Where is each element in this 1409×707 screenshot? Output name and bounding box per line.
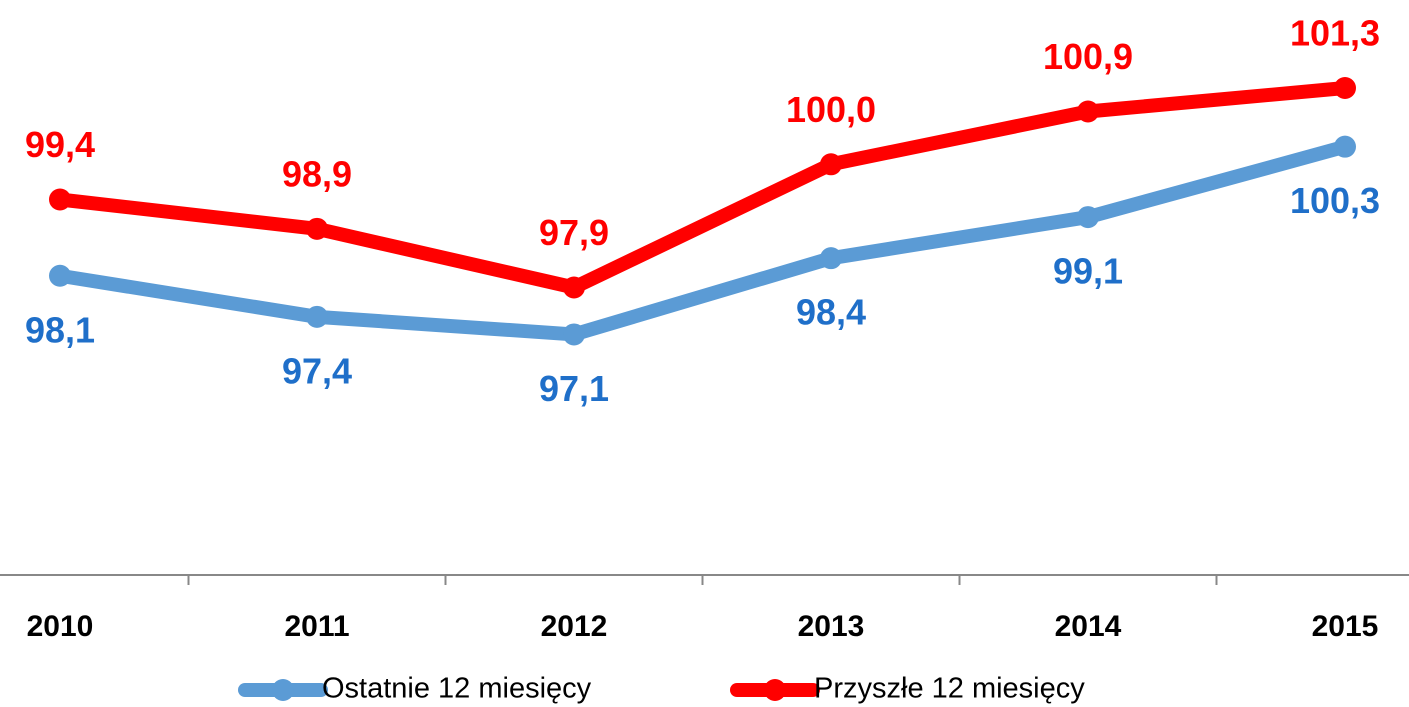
x-tick-label: 2012 (541, 610, 608, 643)
legend-label: Przyszłe 12 miesięcy (814, 673, 1085, 705)
data-label: 99,1 (1053, 251, 1123, 292)
legend-marker (764, 679, 786, 701)
data-point (1077, 100, 1099, 123)
data-label: 98,1 (25, 309, 95, 350)
legend-label: Ostatnie 12 miesięcy (322, 673, 592, 705)
data-point (306, 305, 328, 328)
data-label: 98,4 (796, 292, 866, 333)
data-point (1334, 77, 1356, 100)
x-tick-label: 2013 (798, 610, 865, 643)
data-point (1334, 135, 1356, 158)
data-point (306, 217, 328, 240)
data-point (820, 153, 842, 176)
data-label: 98,9 (282, 153, 352, 194)
x-tick-label: 2011 (284, 610, 349, 643)
data-point (820, 247, 842, 270)
data-label: 100,9 (1043, 36, 1133, 77)
data-point (49, 188, 71, 211)
x-tick-label: 2015 (1312, 610, 1379, 643)
data-label: 97,1 (539, 368, 609, 409)
data-label: 99,4 (25, 124, 95, 165)
data-point (563, 323, 585, 346)
data-label: 97,4 (282, 350, 352, 391)
x-tick-label: 2014 (1055, 610, 1122, 643)
data-point (1077, 206, 1099, 229)
series-line (59, 81, 1346, 295)
data-label: 100,0 (786, 89, 876, 130)
data-point (49, 264, 71, 287)
series-line (58, 139, 1347, 342)
data-point (563, 276, 585, 299)
data-label: 101,3 (1290, 13, 1380, 54)
data-label: 97,9 (539, 212, 609, 253)
x-tick-label: 2010 (27, 610, 94, 643)
legend-marker (272, 679, 294, 701)
data-label: 100,3 (1290, 180, 1380, 221)
